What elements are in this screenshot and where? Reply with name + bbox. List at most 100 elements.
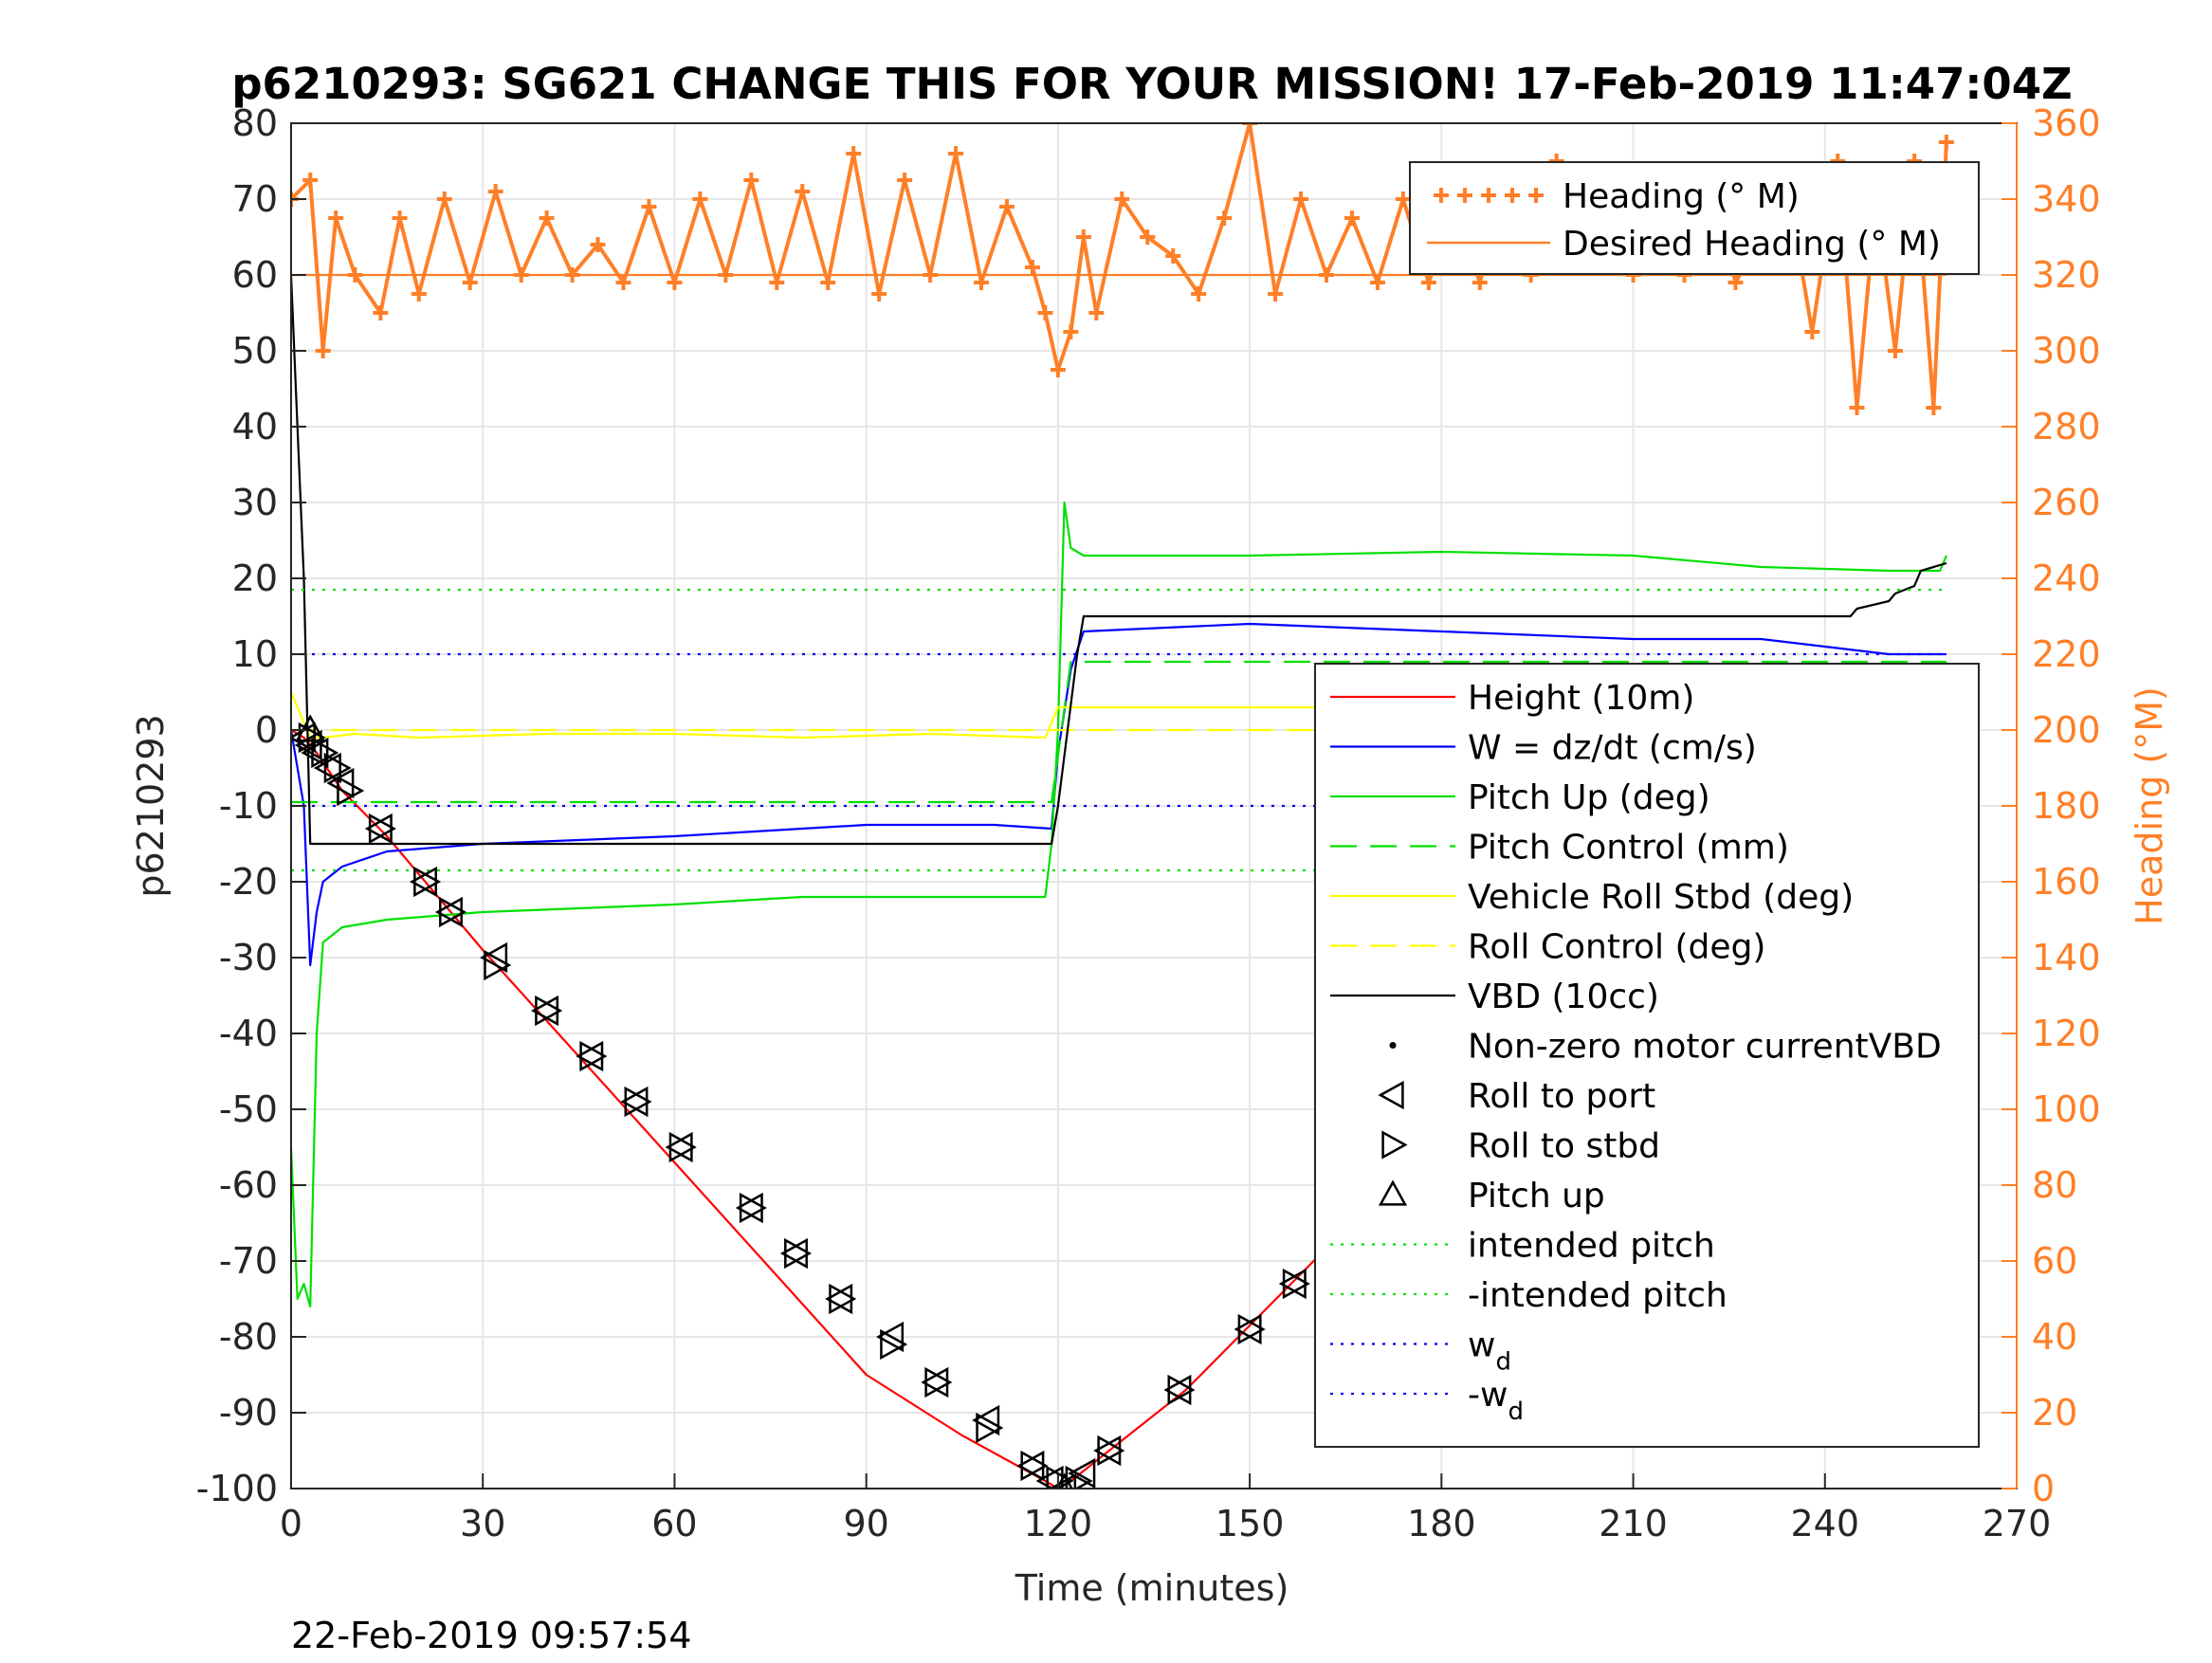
y-tick-label-right: 20 [2032, 1392, 2077, 1434]
marker-triangle-left [326, 767, 355, 799]
marker-triangle-right [880, 1328, 908, 1361]
marker-triangle-right [484, 949, 512, 981]
y-axis-label-right: Heading (°M) [2129, 686, 2170, 925]
legend-heading-label: Heading (° M) [1563, 177, 1800, 216]
legend-main-label: -wd [1468, 1376, 1524, 1426]
heading-point [1369, 275, 1385, 290]
legend-main-label-text: intended pitch [1468, 1227, 1715, 1266]
marker-triangle-right [924, 1366, 953, 1398]
legend-main-label: Roll to stbd [1468, 1127, 1660, 1166]
marker-triangle-left [480, 941, 508, 974]
heading-point [948, 146, 964, 161]
marker-triangle-right [368, 813, 396, 845]
heading-point [1216, 210, 1233, 226]
heading-point [436, 192, 452, 207]
y-tick-label-left: -20 [219, 861, 278, 903]
heading-point [1728, 275, 1744, 290]
y-tick-label-right: 280 [2032, 406, 2101, 448]
marker-triangle-left [434, 896, 463, 928]
legend-swatch-marker [1378, 1080, 1404, 1110]
series-line-3 [291, 660, 1947, 804]
heading-point [1395, 192, 1411, 207]
marker-triangle-right [579, 1040, 608, 1072]
heading-point [974, 275, 989, 290]
legend-main-label: Height (10m) [1468, 679, 1694, 718]
heading-point [846, 146, 862, 161]
x-tick-label: 0 [280, 1503, 302, 1544]
series-line-1 [291, 622, 1947, 967]
x-tick-label: 30 [460, 1503, 505, 1544]
heading-point [1024, 260, 1040, 275]
y-tick-label-left: -80 [219, 1316, 278, 1358]
legend-main-label: wd [1468, 1326, 1511, 1377]
heading-point [1114, 192, 1130, 207]
marker-triangle-left [1278, 1268, 1307, 1300]
legend-main-label: Pitch Up (deg) [1468, 778, 1710, 817]
series-line-2 [291, 501, 1947, 1308]
y-tick-label-left: -10 [219, 785, 278, 827]
heading-point [1050, 362, 1066, 377]
legend-main-label-subscript: d [1495, 1348, 1511, 1377]
heading-point [1140, 229, 1156, 245]
y-tick-label-left: 10 [232, 633, 278, 675]
heading-point [1191, 286, 1207, 302]
marker-triangle-right [739, 1192, 767, 1224]
marker-triangle-left [876, 1321, 905, 1353]
y-tick-label-right: 240 [2032, 557, 2101, 599]
legend-main-label: Vehicle Roll Stbd (deg) [1468, 878, 1854, 917]
y-tick-label-right: 200 [2032, 709, 2101, 751]
y-tick-label-right: 180 [2032, 785, 2101, 827]
marker-triangle-left [1093, 1435, 1122, 1467]
y-tick-label-right: 100 [2032, 1088, 2101, 1130]
heading-point [1075, 229, 1091, 245]
marker-triangle-left [1049, 1472, 1077, 1489]
y-tick-label-right: 340 [2032, 178, 2101, 220]
legend-main-label-text: VBD (10cc) [1468, 978, 1659, 1016]
y-tick-label-left: 30 [232, 482, 278, 523]
heading-point [1472, 275, 1488, 290]
marker-triangle-right [1237, 1313, 1266, 1345]
heading-point [641, 199, 657, 214]
x-tick-label: 210 [1599, 1503, 1668, 1544]
y-tick-label-right: 40 [2032, 1316, 2077, 1358]
heading-point [769, 275, 785, 290]
marker-triangle-left [1016, 1450, 1045, 1482]
y-tick-label-left: 0 [255, 709, 278, 751]
legend-heading-box [1409, 161, 1980, 275]
heading-point [411, 286, 427, 302]
legend-main-label-text: Pitch Control (mm) [1468, 829, 1789, 868]
y-tick-label-right: 120 [2032, 1013, 2101, 1054]
legend-main-label: VBD (10cc) [1468, 978, 1659, 1016]
y-tick-label-left: 80 [232, 102, 278, 144]
marker-triangle-left [1234, 1313, 1262, 1345]
legend-heading-swatch [1528, 188, 1544, 203]
marker-triangle-right [829, 1283, 857, 1315]
y-tick-label-left: -60 [219, 1164, 278, 1206]
y-tick-label-right: 300 [2032, 330, 2101, 372]
legend-main-label-text: Roll Control (deg) [1468, 928, 1765, 967]
legend-heading-swatch [1434, 188, 1449, 203]
marker-triangle-left [1068, 1457, 1096, 1489]
marker-triangle-left [576, 1040, 604, 1072]
legend-main-label: -intended pitch [1468, 1276, 1728, 1315]
y-tick-label-right: 220 [2032, 633, 2101, 675]
heading-point [462, 275, 478, 290]
marker-triangle-right [1097, 1435, 1125, 1467]
legend-swatch-marker [1381, 1130, 1408, 1160]
x-tick-label: 90 [843, 1503, 888, 1544]
heading-point [1063, 324, 1079, 339]
legend-swatch-dot [1389, 1042, 1397, 1049]
y-tick-label-left: 40 [232, 406, 278, 448]
marker-triangle-right [976, 1412, 1004, 1444]
marker-triangle-right [784, 1237, 813, 1270]
y-tick-label-left: 70 [232, 178, 278, 220]
x-tick-label: 270 [1983, 1503, 2052, 1544]
heading-point [315, 343, 331, 358]
legend-main-label: Pitch Control (mm) [1468, 829, 1789, 868]
marker-triangle-right [337, 775, 365, 807]
heading-point [590, 237, 606, 252]
y-tick-label-left: 60 [232, 254, 278, 296]
heading-point [1037, 305, 1053, 320]
